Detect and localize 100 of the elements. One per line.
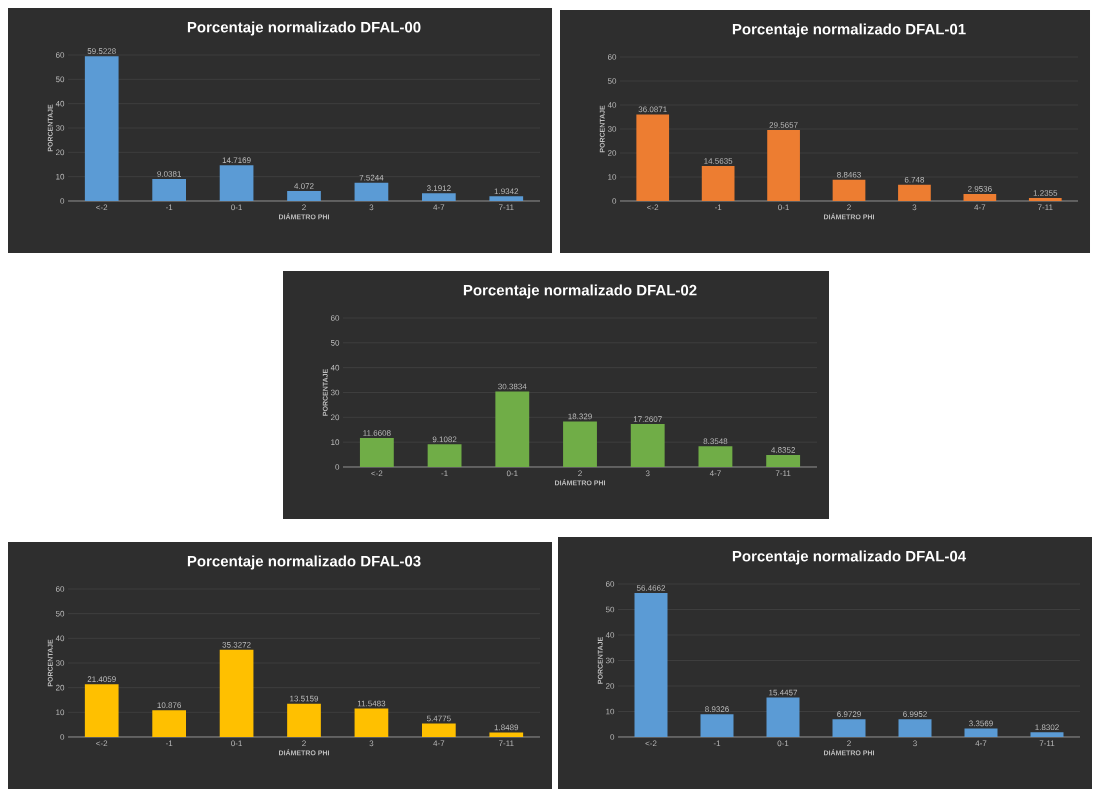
bar xyxy=(1030,732,1064,737)
data-label: 1.9342 xyxy=(494,188,519,195)
data-label: 1.8302 xyxy=(1035,724,1059,731)
bar xyxy=(634,593,668,737)
y-tick-label: 20 xyxy=(55,684,65,691)
bar xyxy=(427,444,462,467)
x-tick-label: <-2 xyxy=(647,204,659,211)
data-label: 7.5244 xyxy=(359,174,384,181)
data-label: 10.876 xyxy=(157,702,182,708)
data-label: 35.3272 xyxy=(222,641,251,648)
data-label: 6.748 xyxy=(904,176,925,183)
data-label: 36.0871 xyxy=(638,106,667,113)
bar xyxy=(489,732,524,737)
bar xyxy=(766,697,800,737)
y-tick-label: 60 xyxy=(607,54,617,60)
data-label: 56.4662 xyxy=(636,585,666,591)
bar xyxy=(152,710,187,737)
bar xyxy=(84,56,119,201)
bar xyxy=(354,182,389,201)
bar xyxy=(354,708,389,737)
x-tick-label: 2 xyxy=(847,204,851,211)
bar xyxy=(898,719,932,737)
x-tick-label: 0-1 xyxy=(506,470,518,477)
chart-title: Porcentaje normalizado DFAL-04 xyxy=(732,550,967,565)
x-tick-label: 4-7 xyxy=(709,470,721,477)
y-tick-label: 0 xyxy=(335,464,340,470)
x-tick-label: 3 xyxy=(912,204,917,211)
data-label: 3.3569 xyxy=(969,720,993,727)
data-label: 5.4775 xyxy=(426,715,451,722)
y-tick-label: 0 xyxy=(610,734,615,740)
y-tick-label: 50 xyxy=(55,610,65,617)
y-tick-label: 60 xyxy=(55,52,65,58)
chart-title: Porcentaje normalizado DFAL-00 xyxy=(187,21,421,36)
y-tick-label: 10 xyxy=(56,709,65,716)
y-tick-label: 50 xyxy=(607,78,617,84)
y-tick-label: 10 xyxy=(608,174,617,180)
bar xyxy=(832,719,866,737)
bar xyxy=(422,723,456,737)
data-label: 6.9952 xyxy=(903,711,927,717)
y-tick-label: 50 xyxy=(330,340,340,346)
y-tick-label: 0 xyxy=(60,198,65,204)
data-label: 11.5483 xyxy=(357,700,386,707)
x-tick-label: 7-11 xyxy=(775,470,791,477)
data-label: 14.7169 xyxy=(222,157,251,163)
data-label: 30.3834 xyxy=(498,383,527,390)
x-tick-label: 2 xyxy=(847,740,851,747)
data-label: 4.8352 xyxy=(771,447,795,453)
data-label: 9.1082 xyxy=(432,436,457,443)
x-tick-label: 4-7 xyxy=(433,204,445,211)
x-tick-label: <-2 xyxy=(371,470,383,477)
y-tick-label: 20 xyxy=(55,149,65,156)
y-tick-label: 40 xyxy=(607,102,617,108)
y-tick-label: 10 xyxy=(331,439,340,445)
bar xyxy=(422,193,456,201)
y-tick-label: 10 xyxy=(56,173,65,180)
bar xyxy=(495,391,530,467)
y-tick-label: 30 xyxy=(55,660,65,666)
x-tick-label: 2 xyxy=(578,470,582,477)
y-tick-label: 40 xyxy=(55,100,65,107)
bar xyxy=(219,165,254,201)
chart-title: Porcentaje normalizado DFAL-03 xyxy=(187,555,421,570)
x-tick-label: <-2 xyxy=(96,204,108,211)
x-tick-label: <-2 xyxy=(645,740,657,747)
bar xyxy=(767,130,800,201)
data-label: 3.1912 xyxy=(426,185,451,192)
bar xyxy=(219,649,254,737)
y-tick-label: 30 xyxy=(330,389,340,396)
data-label: 8.9326 xyxy=(705,706,729,713)
x-tick-label: 4-7 xyxy=(975,740,987,747)
x-tick-label: -1 xyxy=(441,470,448,477)
data-label: 13.5159 xyxy=(290,695,319,702)
data-label: 4.072 xyxy=(294,183,314,189)
y-tick-label: 40 xyxy=(330,364,340,371)
data-label: 14.5635 xyxy=(704,158,733,164)
x-tick-label: 0-1 xyxy=(778,204,789,211)
bar xyxy=(636,114,670,201)
y-tick-label: 20 xyxy=(330,414,340,421)
chart-title: Porcentaje normalizado DFAL-01 xyxy=(732,23,966,38)
y-tick-label: 0 xyxy=(60,734,65,740)
data-label: 6.9729 xyxy=(837,711,861,717)
data-label: 2.9536 xyxy=(968,186,992,192)
x-tick-label: <-2 xyxy=(96,740,108,747)
data-label: 8.8463 xyxy=(837,171,861,178)
bar xyxy=(963,193,997,201)
data-label: 59.5228 xyxy=(87,48,116,54)
bar xyxy=(152,178,187,201)
y-tick-label: 40 xyxy=(605,632,615,638)
data-label: 17.2607 xyxy=(633,416,662,422)
x-tick-label: -1 xyxy=(714,204,722,211)
bar xyxy=(701,166,735,201)
x-tick-label: -1 xyxy=(165,204,173,211)
y-tick-label: 60 xyxy=(330,315,340,321)
x-tick-label: 7-11 xyxy=(498,204,514,211)
y-tick-label: 20 xyxy=(605,683,615,689)
y-tick-label: 30 xyxy=(607,126,617,132)
bar xyxy=(766,454,801,467)
x-tick-label: 7-11 xyxy=(1039,740,1055,747)
chart-title: Porcentaje normalizado DFAL-02 xyxy=(463,284,697,299)
x-tick-label: -1 xyxy=(165,740,173,747)
bar xyxy=(700,714,734,737)
